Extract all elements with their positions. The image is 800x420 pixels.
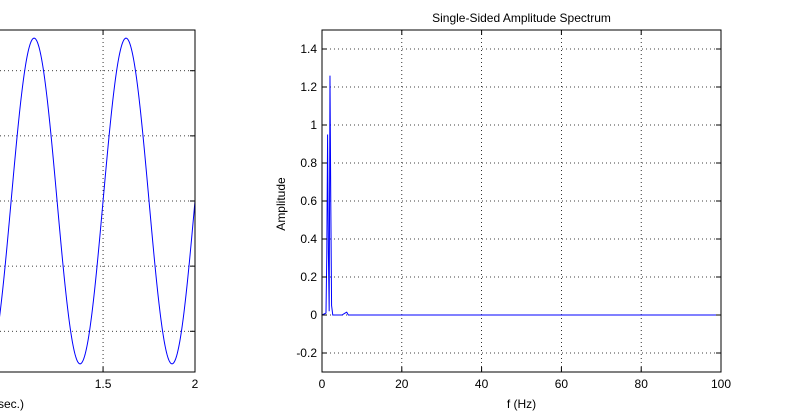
x-axis-label: f (Hz) xyxy=(507,397,536,411)
y-tick-label: -0.2 xyxy=(296,346,317,360)
x-tick-label: 0 xyxy=(319,377,326,391)
amplitude-spectrum-chart: 0 20 40 60 80 100 -0.2 0 0.2 0.4 0.6 0.8 1 1.2 1.4 Sing… xyxy=(274,11,731,411)
y-axis-label: Amplitude xyxy=(274,177,288,231)
y-tick-label: 0.4 xyxy=(300,232,317,246)
y-tick-label: 0 xyxy=(310,308,317,322)
y-tick-label: 0.6 xyxy=(300,194,317,208)
y-tick-label: 1.2 xyxy=(300,80,317,94)
y-tick-label: 1 xyxy=(310,118,317,132)
series-line xyxy=(0,37,196,365)
x-tick-label: 100 xyxy=(711,377,731,391)
plot-frame xyxy=(321,29,722,373)
x-tick-label: 20 xyxy=(395,377,409,391)
y-tick-label: 0.8 xyxy=(300,156,317,170)
time-domain-chart: 1.5 2 sec.) xyxy=(0,29,199,411)
series-line xyxy=(321,75,721,316)
plot-frame xyxy=(0,29,196,373)
x-tick-label: 40 xyxy=(475,377,489,391)
x-axis-label: sec.) xyxy=(0,397,24,411)
x-tick-label: 1.5 xyxy=(95,377,112,391)
y-tick-label: 1.4 xyxy=(300,42,317,56)
y-tick-label: 0.2 xyxy=(300,270,317,284)
x-tick-label: 2 xyxy=(192,377,199,391)
x-tick-label: 80 xyxy=(635,377,649,391)
x-tick-label: 60 xyxy=(555,377,569,391)
chart-title: Single-Sided Amplitude Spectrum xyxy=(432,11,611,25)
